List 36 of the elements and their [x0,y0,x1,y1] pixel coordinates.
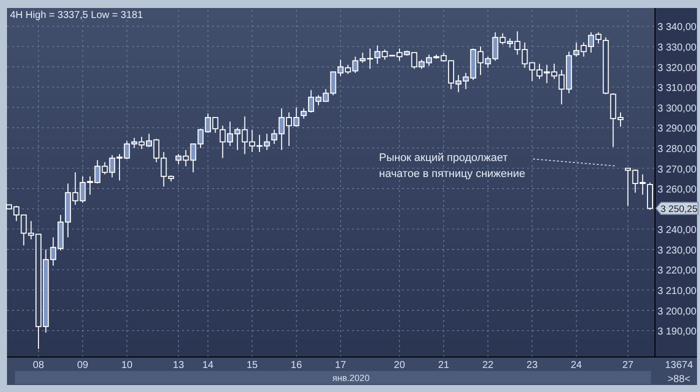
y-tick-label: 3 270,00 [658,164,697,176]
y-tick-label: 3 190,00 [658,326,697,338]
y-tick-label: 3 260,00 [658,184,697,196]
x-tick-label: 27 [622,360,634,371]
x-tick-label: 08 [32,360,44,371]
y-tick-label: 3 340,00 [658,22,697,34]
y-tick-label: 3 200,00 [658,306,697,318]
x-tick-label: 17 [334,360,347,371]
x-tick-label: 13 [172,360,184,371]
y-tick-label: 3 320,00 [658,62,697,74]
x-tick-label: 21 [438,360,450,371]
text: 3 250,25 [660,204,698,215]
y-tick-label: 3 240,00 [658,225,697,236]
y-tick-label: 3 210,00 [658,286,697,298]
y-tick-label: 3 230,00 [658,245,697,256]
y-tick-label: 3 300,00 [658,103,697,114]
chart-title: 4H High = 3337,5 Low = 3181 [10,10,144,21]
candlestick [647,182,653,210]
y-tick-label: 3 310,00 [658,83,697,94]
x-tick-label: 20 [394,360,406,371]
text: 13674 [665,360,694,371]
x-tick-label: 14 [202,360,214,371]
x-tick-label: 10 [121,360,133,371]
y-tick-label: 3 220,00 [658,266,697,277]
x-tick-label: 22 [482,360,494,371]
x-axis-title: янв.2020 [332,373,370,383]
annotation: Рынок акций продолжает начатое в пятницу снижение [379,152,526,180]
x-tick-label: 15 [246,360,258,371]
text: >88< [668,374,691,385]
y-tick-label: 3 330,00 [658,42,697,54]
x-tick-label: 09 [77,360,89,371]
y-tick-label: 3 280,00 [658,144,697,155]
x-tick-label: 24 [570,360,582,371]
y-tick-label: 3 290,00 [658,124,697,135]
x-tick-label: 23 [526,360,538,371]
x-tick-label: 16 [290,360,302,371]
